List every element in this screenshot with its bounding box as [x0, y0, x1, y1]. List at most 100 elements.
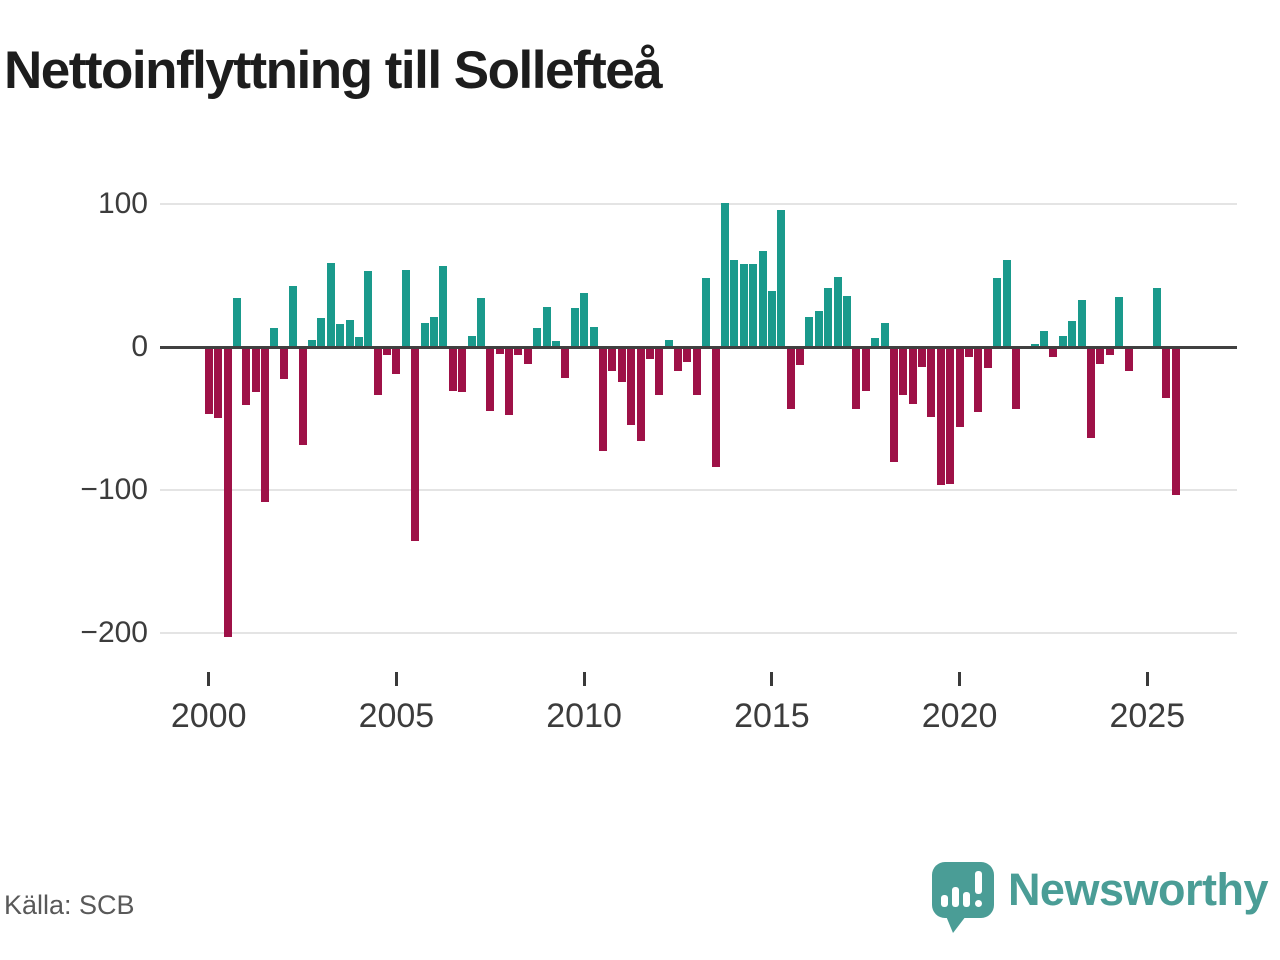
data-bar: [1011, 348, 1020, 410]
data-bar: [411, 348, 420, 541]
data-bar: [664, 339, 673, 347]
data-bar: [1077, 299, 1086, 347]
data-bar: [702, 278, 711, 347]
data-bar: [1049, 348, 1058, 357]
data-bar: [307, 339, 316, 347]
chart-title: Nettoinflyttning till Sollefteå: [4, 41, 663, 100]
data-bar: [908, 348, 917, 404]
data-bar: [542, 307, 551, 348]
data-bar: [918, 348, 926, 367]
newsworthy-logo: Newsworthy: [931, 862, 1269, 933]
data-bar: [383, 348, 391, 356]
data-bar: [1040, 331, 1049, 347]
y-axis-label: −200: [80, 615, 148, 649]
data-bar: [495, 348, 504, 354]
data-bar: [467, 335, 476, 347]
data-bar: [204, 348, 213, 414]
data-bar: [430, 317, 438, 347]
data-bar: [439, 265, 448, 347]
x-axis-label: 2000: [170, 697, 247, 735]
data-bar: [242, 348, 251, 406]
gridline: [160, 488, 1237, 491]
data-bar: [420, 322, 429, 348]
x-axis-tick: [207, 672, 211, 686]
data-bar: [523, 348, 532, 364]
data-bar: [476, 298, 485, 348]
data-bar: [298, 348, 307, 446]
data-bar: [833, 277, 842, 348]
data-bar: [1162, 348, 1171, 398]
data-bar: [345, 319, 354, 347]
data-bar: [777, 209, 786, 347]
data-bar: [326, 262, 335, 348]
data-bar: [336, 324, 345, 347]
data-bar: [645, 348, 654, 360]
data-bar: [1002, 259, 1011, 347]
newsworthy-chart-bubble-icon: [931, 862, 994, 933]
data-bar: [608, 348, 617, 371]
x-axis-tick: [1145, 672, 1149, 686]
data-bar: [1105, 348, 1114, 356]
data-bar: [223, 348, 232, 637]
data-bar: [261, 348, 269, 503]
data-bar: [561, 348, 570, 378]
data-bar: [598, 348, 607, 451]
x-axis-tick: [394, 672, 398, 686]
newsworthy-logo-text: Newsworthy: [1007, 864, 1269, 915]
data-bar: [842, 295, 851, 347]
x-axis-label: 2005: [358, 697, 435, 735]
data-bar: [617, 348, 626, 383]
data-bar: [880, 322, 889, 348]
data-bar: [1068, 321, 1077, 347]
logo-exclamation-dot-icon: [974, 900, 982, 907]
y-axis-label: 100: [97, 187, 148, 221]
data-bar: [232, 298, 241, 348]
data-bar: [486, 348, 495, 411]
logo-bar-icon: [962, 892, 970, 907]
x-axis-label: 2015: [734, 697, 810, 735]
x-axis-label: 2010: [546, 697, 622, 735]
data-bar: [1152, 288, 1161, 347]
data-bar: [814, 311, 823, 347]
data-bar: [533, 328, 542, 348]
data-bar: [965, 348, 973, 357]
data-bar: [1058, 335, 1067, 347]
data-bar: [871, 338, 880, 348]
data-bar: [739, 264, 748, 347]
data-bar: [974, 348, 983, 413]
data-bar: [674, 348, 682, 371]
data-bar: [448, 348, 457, 391]
data-bar: [552, 341, 560, 347]
logo-bar-icon: [940, 895, 948, 907]
data-bar: [861, 348, 870, 391]
data-bar: [983, 348, 992, 368]
data-bar: [251, 348, 260, 393]
data-bar: [580, 292, 589, 348]
data-bar: [1124, 348, 1133, 371]
data-bar: [1171, 348, 1180, 496]
data-bar: [514, 348, 523, 356]
data-bar: [993, 278, 1002, 347]
data-bar: [767, 291, 776, 347]
data-bar: [824, 288, 833, 347]
data-bar: [636, 348, 645, 441]
data-bar: [570, 308, 579, 348]
data-bar: [401, 269, 410, 347]
data-bar: [1030, 344, 1039, 348]
data-bar: [730, 259, 739, 347]
data-bar: [655, 348, 664, 396]
data-bar: [683, 348, 692, 363]
source-label: Källa: SCB: [4, 890, 135, 920]
data-bar: [749, 264, 758, 347]
data-bar: [1087, 348, 1095, 438]
data-bar: [946, 348, 955, 484]
data-bar: [955, 348, 964, 427]
data-bar: [936, 348, 945, 486]
data-bar: [392, 348, 401, 374]
data-bar: [805, 317, 814, 347]
logo-bar-icon: [951, 887, 959, 907]
data-bar: [692, 348, 701, 396]
data-bar: [889, 348, 898, 463]
